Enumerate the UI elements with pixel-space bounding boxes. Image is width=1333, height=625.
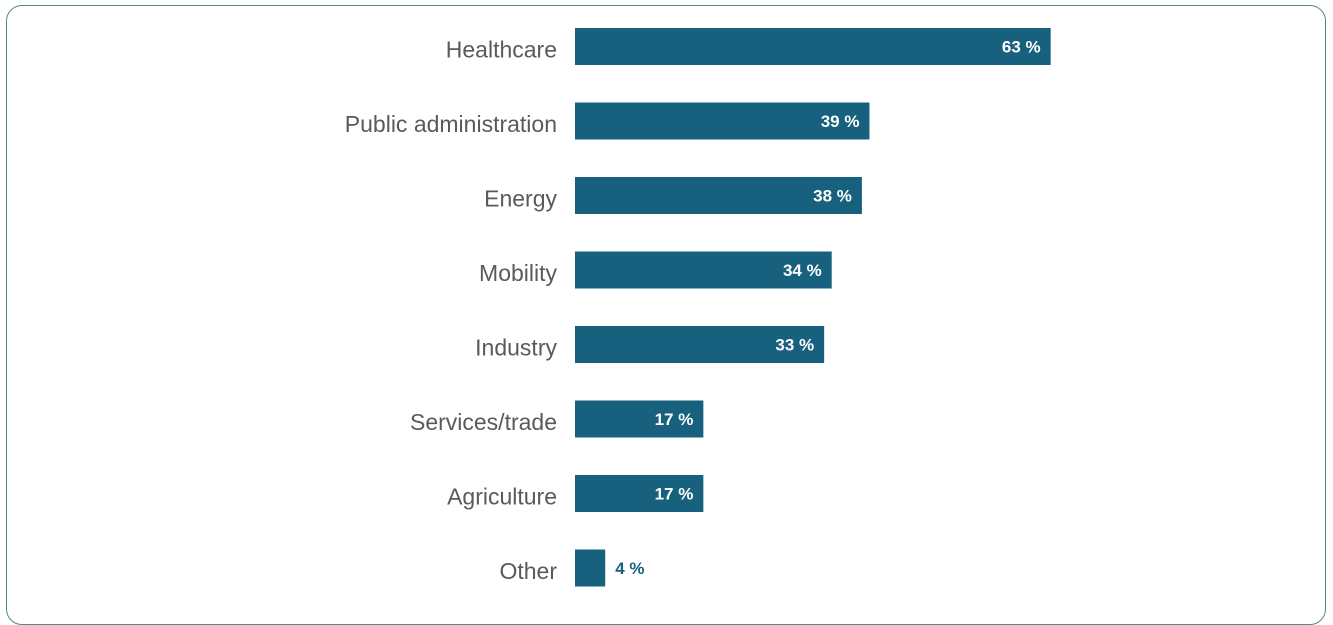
bar-other	[575, 550, 605, 587]
value-label: 38 %	[813, 187, 852, 206]
value-label: 4 %	[615, 559, 644, 578]
category-label: Mobility	[479, 260, 557, 286]
category-label: Healthcare	[446, 37, 557, 63]
category-label: Services/trade	[410, 409, 557, 435]
category-label: Public administration	[345, 111, 557, 137]
bar-healthcare	[575, 28, 1051, 65]
category-label: Industry	[475, 335, 557, 361]
category-label: Other	[499, 558, 557, 584]
value-label: 17 %	[655, 485, 694, 504]
value-label: 39 %	[821, 112, 860, 131]
value-label: 17 %	[655, 410, 694, 429]
value-label: 33 %	[775, 336, 814, 355]
category-label: Energy	[484, 186, 557, 212]
category-label: Agriculture	[447, 484, 557, 510]
bars-group: Healthcare 63 % Public administration 39 % E…	[345, 28, 1051, 587]
bar-chart: Healthcare 63 % Public administration 39 % E…	[0, 0, 1333, 598]
value-label: 34 %	[783, 261, 822, 280]
value-label: 63 %	[1002, 38, 1041, 57]
